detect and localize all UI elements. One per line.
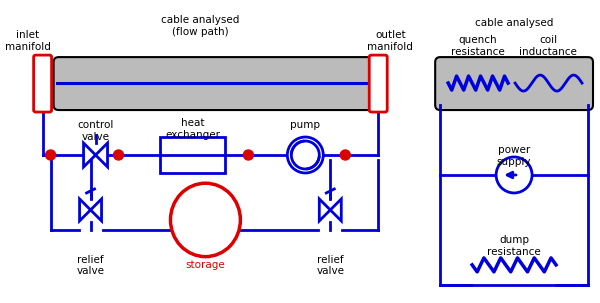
Circle shape (340, 150, 350, 160)
Text: cable analysed: cable analysed (475, 18, 553, 28)
Bar (160, 137, 226, 173)
Circle shape (287, 137, 323, 173)
Text: cable analysed
(flow path): cable analysed (flow path) (161, 15, 239, 37)
Text: heat
exchanger: heat exchanger (165, 118, 220, 140)
Text: pump: pump (290, 120, 320, 130)
Text: relief
valve: relief valve (77, 255, 104, 277)
FancyBboxPatch shape (369, 55, 387, 112)
Text: quench
resistance: quench resistance (451, 35, 505, 57)
Circle shape (244, 150, 253, 160)
Circle shape (113, 150, 124, 160)
Text: storage: storage (185, 260, 226, 270)
Circle shape (496, 157, 532, 193)
Text: control
valve: control valve (77, 120, 114, 142)
Text: relief
valve: relief valve (316, 255, 344, 277)
FancyBboxPatch shape (34, 55, 52, 112)
Text: coil
inductance: coil inductance (519, 35, 577, 57)
Text: dump
resistance: dump resistance (487, 235, 541, 257)
Circle shape (46, 150, 56, 160)
Text: power
supply: power supply (497, 145, 532, 167)
Text: inlet
manifold: inlet manifold (5, 30, 50, 52)
FancyBboxPatch shape (53, 57, 373, 110)
Text: outlet
manifold: outlet manifold (367, 30, 413, 52)
FancyBboxPatch shape (435, 57, 593, 110)
